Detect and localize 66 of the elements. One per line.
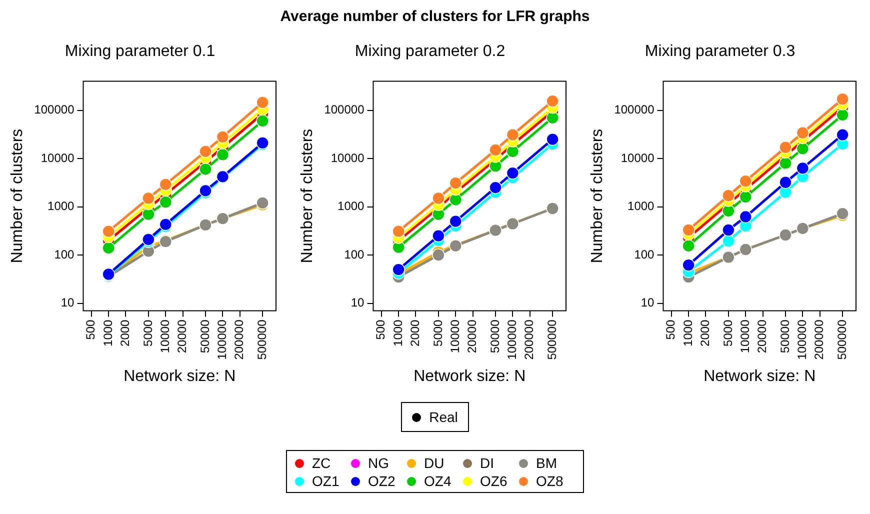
y-tick-label: 100 (634, 247, 655, 262)
x-tick-label: 20000 (175, 319, 190, 354)
y-tick-label: 10 (350, 296, 365, 310)
y-tick-label: 1000 (48, 199, 75, 214)
y-tick-label: 10 (640, 296, 655, 310)
y-tick-label: 1000 (338, 199, 365, 214)
x-tick-label: 2000 (698, 319, 712, 346)
legend-label: OZ8 (536, 472, 564, 490)
x-tick-label: 5000 (720, 319, 735, 346)
y-axis-title: Number of clusters (9, 128, 26, 264)
x-tick-label: 100000 (214, 319, 229, 360)
legend-label: ZC (312, 454, 331, 472)
x-tick-label: 50000 (488, 319, 502, 354)
chart-title: Mixing parameter 0.1 (64, 43, 216, 60)
x-axis-title: Network size: N (414, 368, 526, 385)
x-tick-label: 5000 (140, 319, 155, 346)
x-tick-label: 100000 (504, 319, 519, 360)
chart-title: Mixing parameter 0.3 (644, 43, 796, 60)
x-tick-label: 200000 (522, 319, 536, 360)
x-axis-title: Network size: N (704, 368, 816, 385)
x-tick-label: 10000 (158, 319, 172, 354)
y-axis-title: Number of clusters (299, 128, 316, 264)
x-tick-label: 2000 (118, 319, 132, 346)
y-tick-label: 10 (60, 296, 75, 310)
y-tick-label: 10000 (330, 150, 365, 165)
y-tick-label: 100000 (324, 102, 365, 117)
y-axis-title: Number of clusters (589, 128, 606, 264)
chart-title: Average number of clusters for LFR graphs (279, 8, 591, 25)
x-tick-label: 2000 (408, 319, 422, 346)
chart-subtitle: Mixing parameter 0.2 (354, 43, 506, 60)
x-tick-label: 500 (84, 319, 98, 340)
legend-label: OZ2 (368, 472, 396, 490)
y-tick-label: 1000 (628, 199, 655, 214)
y-tick-label: 100000 (614, 102, 655, 117)
legend-label: NG (368, 454, 389, 472)
x-axis-title: Network size: N (124, 368, 236, 385)
x-tick-label: 500000 (544, 319, 559, 360)
x-tick-label: 500 (664, 319, 678, 340)
x-tick-label: 10000 (738, 319, 752, 354)
y-tick-label: 100 (344, 247, 365, 262)
x-tick-label: 50000 (778, 319, 792, 354)
x-tick-label: 500000 (834, 319, 849, 360)
x-tick-label: 50000 (198, 319, 212, 354)
legend-label: OZ1 (312, 472, 340, 490)
x-tick-label: 1000 (390, 319, 405, 346)
x-tick-label: 500 (374, 319, 388, 340)
x-tick-label: 200000 (232, 319, 246, 360)
y-tick-label: 10000 (40, 150, 75, 165)
x-tick-label: 10000 (448, 319, 462, 354)
x-tick-label: 200000 (812, 319, 826, 360)
x-tick-label: 1000 (680, 319, 695, 346)
x-tick-label: 20000 (465, 319, 480, 354)
y-tick-label: 10000 (620, 150, 655, 165)
legend-label: Real (429, 409, 458, 425)
y-tick-label: 100000 (34, 102, 75, 117)
legend-label: OZ6 (480, 472, 508, 490)
x-tick-label: 100000 (794, 319, 809, 360)
x-tick-label: 1000 (100, 319, 115, 346)
x-tick-label: 5000 (430, 319, 445, 346)
x-tick-label: 500000 (254, 319, 269, 360)
legend-label: OZ4 (424, 472, 452, 490)
y-tick-label: 100 (54, 247, 75, 262)
legend-label: DI (480, 454, 494, 472)
x-tick-label: 20000 (755, 319, 770, 354)
legend-label: DU (424, 454, 444, 472)
legend-label: BM (536, 454, 557, 472)
